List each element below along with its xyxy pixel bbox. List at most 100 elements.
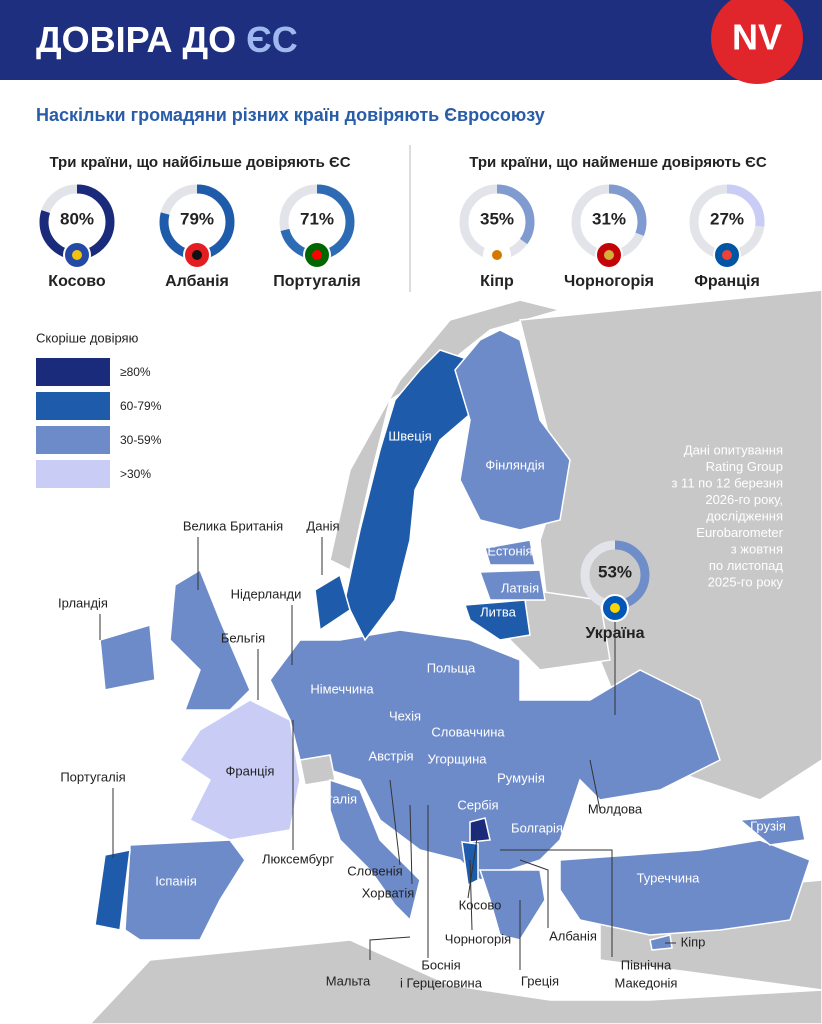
country-name: Португалія xyxy=(273,273,360,290)
country xyxy=(269,629,721,881)
flag-emblem xyxy=(192,250,202,260)
country-label: Молдова xyxy=(588,801,643,816)
donut-arc xyxy=(571,184,647,260)
donut-label: 79% xyxy=(180,209,214,228)
flag-emblem xyxy=(722,250,732,260)
country-label: Італія xyxy=(323,791,357,806)
land xyxy=(88,939,822,1024)
note-line: з 11 по 12 березня xyxy=(671,475,783,490)
country xyxy=(463,599,531,641)
country xyxy=(484,539,536,566)
donut-label: 71% xyxy=(300,209,334,228)
country-label: Румунія xyxy=(497,770,545,785)
land xyxy=(299,754,336,786)
country-label: Німеччина xyxy=(310,681,374,696)
note-line: Eurobarometer xyxy=(696,525,783,540)
country xyxy=(738,814,806,846)
country-label: Боснія xyxy=(421,957,460,972)
legend-label: 60-79% xyxy=(120,399,162,413)
country xyxy=(178,699,301,841)
flag-emblem xyxy=(604,250,614,260)
legend-label: ≥80% xyxy=(120,365,151,379)
country-label: Угорщина xyxy=(428,751,488,766)
country-label: Сербія xyxy=(457,797,498,812)
flag-emblem xyxy=(492,250,502,260)
logo-text: NV xyxy=(732,17,782,58)
country xyxy=(169,568,251,711)
country-label: Литва xyxy=(480,604,517,619)
header-bar xyxy=(0,0,822,80)
country-label: Косово xyxy=(459,897,502,912)
country-label: Польща xyxy=(427,660,476,675)
country-label: Ірландія xyxy=(58,595,108,610)
flag-emblem xyxy=(312,250,322,260)
donut-label: 80% xyxy=(60,209,94,228)
subtitle: Наскільки громадяни різних країн довіряю… xyxy=(36,105,545,125)
country xyxy=(559,839,811,936)
country xyxy=(469,817,491,843)
country-label: Болгарія xyxy=(511,820,563,835)
title: ДОВІРА ДО ЄС xyxy=(36,19,298,60)
country-label: Туреччина xyxy=(637,870,701,885)
legend-swatch xyxy=(36,460,110,488)
donut-label: 35% xyxy=(480,209,514,228)
country xyxy=(478,569,546,601)
country-label: Бельгія xyxy=(221,630,265,645)
country-name: Франція xyxy=(694,273,760,290)
country-label: Хорватія xyxy=(362,885,415,900)
country-label: Латвія xyxy=(501,580,539,595)
donut-label: 31% xyxy=(592,209,626,228)
country-name: Косово xyxy=(48,273,106,290)
country xyxy=(99,624,156,691)
legend-swatch xyxy=(36,392,110,420)
legend-title: Скоріше довіряю xyxy=(36,330,139,345)
legend-swatch xyxy=(36,426,110,454)
note-line: 2026-го року, xyxy=(705,492,783,507)
title-part: ДОВІРА ДО xyxy=(36,19,236,60)
country-label: Португалія xyxy=(60,769,125,784)
country-label: Австрія xyxy=(368,748,413,763)
country-name: Чорногорія xyxy=(564,273,654,290)
country-label: Велика Британія xyxy=(183,518,283,533)
note-line: дослідження xyxy=(706,508,783,523)
country-label: Чорногорія xyxy=(445,931,511,946)
country-label: Албанія xyxy=(549,928,597,943)
country xyxy=(649,934,673,951)
leader-lines xyxy=(99,537,676,970)
country-label: Словаччина xyxy=(431,724,505,739)
section-title: Три країни, що найбільше довіряють ЄС xyxy=(49,154,350,171)
logo xyxy=(711,0,803,84)
country-label: Фінляндія xyxy=(485,457,544,472)
country-name: Албанія xyxy=(165,273,229,290)
country-label: Північна xyxy=(621,957,672,972)
country-label: Грузія xyxy=(750,818,786,833)
country xyxy=(329,778,421,922)
title-part: ЄС xyxy=(246,19,298,60)
country-name: Україна xyxy=(585,625,644,642)
note-line: Rating Group xyxy=(706,459,783,474)
legend-label: 30-59% xyxy=(120,433,162,447)
section-title: Три країни, що найменше довіряють ЄС xyxy=(469,154,767,171)
note-line: з жовтня xyxy=(731,541,783,556)
note-line: Дані опитування xyxy=(684,442,783,457)
country xyxy=(454,329,571,531)
country-label: Іспанія xyxy=(155,873,197,888)
country-label: Естонія xyxy=(487,543,532,558)
country-name: Кіпр xyxy=(480,273,514,290)
donut-arc xyxy=(459,184,535,260)
flag-emblem xyxy=(72,250,82,260)
donut-label: 27% xyxy=(710,209,744,228)
country xyxy=(124,839,246,941)
donut-arc xyxy=(689,184,765,260)
legend-swatch xyxy=(36,358,110,386)
country-label: Словенія xyxy=(347,863,402,878)
country xyxy=(94,849,131,931)
donut-label: 53% xyxy=(598,562,632,581)
legend-label: >30% xyxy=(120,467,151,481)
flag-emblem xyxy=(610,603,620,613)
country-label: Франція xyxy=(226,763,275,778)
country-label: Швеція xyxy=(388,428,431,443)
country-label: Македонія xyxy=(615,975,678,990)
